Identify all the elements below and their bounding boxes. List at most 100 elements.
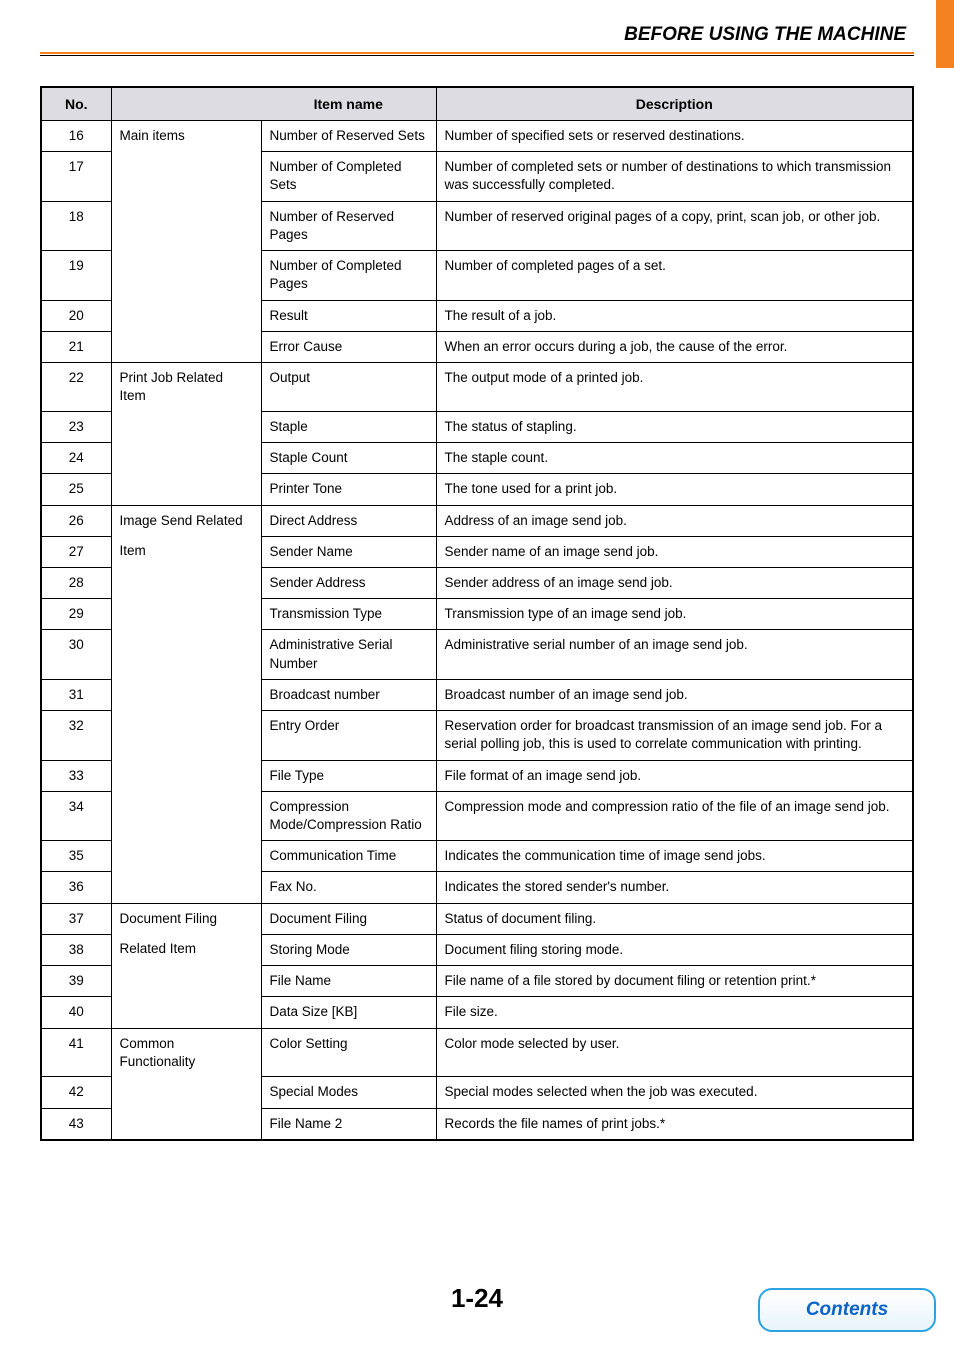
cell-category: Item [111, 536, 261, 567]
cell-item-name: Output [261, 362, 436, 411]
cell-description: The staple count. [436, 443, 913, 474]
cell-item-name: Number of Reserved Pages [261, 201, 436, 250]
cell-category [111, 443, 261, 474]
items-table-wrap: No. Item name Description 16Main itemsNu… [40, 86, 914, 1141]
table-row: 21 Error CauseWhen an error occurs during… [41, 331, 913, 362]
cell-description: The tone used for a print job. [436, 474, 913, 505]
cell-no: 24 [41, 443, 111, 474]
cell-no: 34 [41, 791, 111, 840]
table-row: 34 Compression Mode/Compression RatioComp… [41, 791, 913, 840]
cell-description: The result of a job. [436, 300, 913, 331]
items-table: No. Item name Description 16Main itemsNu… [40, 86, 914, 1141]
cell-description: File size. [436, 997, 913, 1028]
table-row: 37Document FilingDocument FilingStatus o… [41, 903, 913, 934]
page-header: BEFORE USING THE MACHINE [40, 24, 914, 56]
cell-description: File format of an image send job. [436, 760, 913, 791]
cell-description: Number of completed sets or number of de… [436, 152, 913, 201]
cell-category: Common Functionality [111, 1028, 261, 1077]
table-row: 20 ResultThe result of a job. [41, 300, 913, 331]
cell-no: 33 [41, 760, 111, 791]
col-header-item: Item name [261, 87, 436, 121]
cell-item-name: Broadcast number [261, 679, 436, 710]
cell-description: Indicates the stored sender's number. [436, 872, 913, 903]
cell-description: Sender name of an image send job. [436, 536, 913, 567]
cell-item-name: Compression Mode/Compression Ratio [261, 791, 436, 840]
cell-item-name: Transmission Type [261, 599, 436, 630]
cell-category: Print Job Related Item [111, 362, 261, 411]
table-row: 33 File TypeFile format of an image send … [41, 760, 913, 791]
cell-description: Number of specified sets or reserved des… [436, 121, 913, 152]
cell-item-name: File Name [261, 966, 436, 997]
table-row: 25Printer ToneThe tone used for a print … [41, 474, 913, 505]
cell-category [111, 568, 261, 599]
cell-no: 19 [41, 251, 111, 300]
cell-description: Special modes selected when the job was … [436, 1077, 913, 1108]
cell-category [111, 630, 261, 679]
contents-button[interactable]: Contents [758, 1288, 936, 1332]
table-header-row: No. Item name Description [41, 87, 913, 121]
cell-description: Address of an image send job. [436, 505, 913, 536]
cell-description: Sender address of an image send job. [436, 568, 913, 599]
cell-description: Document filing storing mode. [436, 934, 913, 965]
table-row: 38Related ItemStoring ModeDocument filin… [41, 934, 913, 965]
table-row: 42Special ModesSpecial modes selected wh… [41, 1077, 913, 1108]
table-row: 17Number of Completed SetsNumber of comp… [41, 152, 913, 201]
page-header-title: BEFORE USING THE MACHINE [40, 24, 906, 46]
cell-item-name: Result [261, 300, 436, 331]
cell-item-name: Administrative Serial Number [261, 630, 436, 679]
cell-no: 43 [41, 1108, 111, 1140]
cell-item-name: Sender Name [261, 536, 436, 567]
cell-no: 32 [41, 711, 111, 760]
cell-item-name: File Type [261, 760, 436, 791]
cell-no: 31 [41, 679, 111, 710]
cell-description: Status of document filing. [436, 903, 913, 934]
cell-item-name: Number of Completed Pages [261, 251, 436, 300]
cell-category [111, 474, 261, 505]
cell-no: 37 [41, 903, 111, 934]
col-header-category [111, 87, 261, 121]
cell-category [111, 152, 261, 201]
table-row: 39File NameFile name of a file stored by… [41, 966, 913, 997]
cell-item-name: File Name 2 [261, 1108, 436, 1140]
cell-description: Indicates the communication time of imag… [436, 841, 913, 872]
cell-description: Transmission type of an image send job. [436, 599, 913, 630]
cell-item-name: Printer Tone [261, 474, 436, 505]
cell-no: 20 [41, 300, 111, 331]
table-row: 28Sender AddressSender address of an ima… [41, 568, 913, 599]
contents-button-label: Contents [806, 1299, 888, 1321]
cell-item-name: Color Setting [261, 1028, 436, 1077]
cell-description: Color mode selected by user. [436, 1028, 913, 1077]
cell-item-name: Storing Mode [261, 934, 436, 965]
cell-no: 28 [41, 568, 111, 599]
table-row: 27ItemSender NameSender name of an image… [41, 536, 913, 567]
cell-description: Compression mode and compression ratio o… [436, 791, 913, 840]
cell-description: Records the file names of print jobs.* [436, 1108, 913, 1140]
table-row: 36Fax No.Indicates the stored sender's n… [41, 872, 913, 903]
cell-item-name: Number of Reserved Sets [261, 121, 436, 152]
cell-category [111, 872, 261, 903]
side-tab-orange [936, 0, 954, 68]
cell-item-name: Entry Order [261, 711, 436, 760]
cell-item-name: Number of Completed Sets [261, 152, 436, 201]
cell-description: Broadcast number of an image send job. [436, 679, 913, 710]
cell-category [111, 251, 261, 300]
cell-no: 22 [41, 362, 111, 411]
table-row: 23StapleThe status of stapling. [41, 411, 913, 442]
table-row: 43 File Name 2Records the file names of p… [41, 1108, 913, 1140]
table-row: 24Staple CountThe staple count. [41, 443, 913, 474]
table-row: 32Entry OrderReservation order for broad… [41, 711, 913, 760]
table-row: 30Administrative Serial NumberAdministra… [41, 630, 913, 679]
cell-no: 21 [41, 331, 111, 362]
cell-item-name: Error Cause [261, 331, 436, 362]
cell-description: Number of completed pages of a set. [436, 251, 913, 300]
cell-category [111, 1077, 261, 1108]
table-row: 31 Broadcast numberBroadcast number of an… [41, 679, 913, 710]
cell-category: Image Send Related [111, 505, 261, 536]
cell-item-name: Fax No. [261, 872, 436, 903]
cell-no: 41 [41, 1028, 111, 1077]
cell-category: Main items [111, 121, 261, 152]
table-row: 19 Number of Completed PagesNumber of com… [41, 251, 913, 300]
cell-no: 29 [41, 599, 111, 630]
cell-description: When an error occurs during a job, the c… [436, 331, 913, 362]
cell-category [111, 997, 261, 1028]
